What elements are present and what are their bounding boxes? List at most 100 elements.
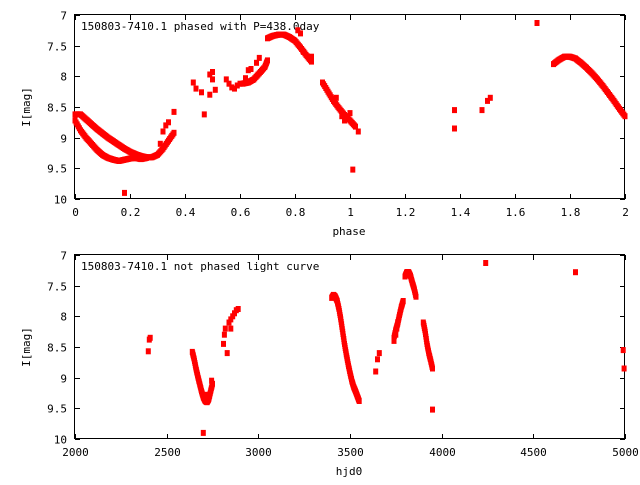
plot-frame-bottom xyxy=(74,254,625,439)
data-points-bottom xyxy=(145,260,627,436)
x-tick-label-top: 1.2 xyxy=(396,206,416,219)
chart-title-bottom: 150803-7410.1 not phased light curve xyxy=(81,260,319,273)
data-point-bottom xyxy=(483,260,489,266)
data-point-bottom xyxy=(413,293,419,300)
data-point-bottom xyxy=(222,325,228,332)
data-point-top xyxy=(298,30,303,37)
data-point-bottom xyxy=(209,377,215,384)
data-point-top xyxy=(342,117,347,124)
y-tick-label-bottom: 8.5 xyxy=(47,342,67,355)
data-point-top xyxy=(353,123,358,130)
data-point-top xyxy=(232,85,237,92)
data-point-top xyxy=(452,125,457,132)
data-point-top xyxy=(193,85,199,92)
x-tick-label-bottom: 3000 xyxy=(245,446,272,459)
x-tick-label-top: 1 xyxy=(347,206,354,219)
data-point-top xyxy=(622,113,628,120)
x-tick-label-bottom: 3500 xyxy=(337,446,364,459)
data-point-top xyxy=(350,166,356,173)
data-point-top xyxy=(223,76,229,83)
chart-title-top: 150803-7410.1 phased with P=438.0day xyxy=(81,20,320,33)
data-point-top xyxy=(265,57,270,64)
data-point-bottom xyxy=(393,331,399,338)
x-tick-label-bottom: 2000 xyxy=(62,446,89,459)
data-point-top xyxy=(309,53,314,60)
data-point-top xyxy=(295,27,301,34)
data-point-top xyxy=(207,91,213,98)
data-point-top xyxy=(534,20,540,26)
data-point-top xyxy=(160,128,166,135)
data-point-top xyxy=(226,80,232,87)
data-point-bottom xyxy=(224,350,230,357)
axis-ticks-bottom: 2000 2500 3000 3500 4000 4500 5000 7 7.5 8 8.5 9 9.5… xyxy=(47,250,639,460)
data-point-top xyxy=(237,80,243,87)
y-axis-label-top: I[mag] xyxy=(20,87,33,127)
plot-frame-top xyxy=(74,14,625,199)
y-tick-label-top: 8.5 xyxy=(47,102,67,115)
data-point-bottom xyxy=(573,269,578,276)
x-tick-label-bottom: 4500 xyxy=(520,446,547,459)
data-point-bottom xyxy=(200,429,206,436)
data-point-top xyxy=(210,76,215,83)
data-point-top xyxy=(199,89,204,96)
data-point-top xyxy=(333,94,339,101)
x-tick-label-top: 0.2 xyxy=(121,206,141,219)
data-point-top xyxy=(163,122,169,129)
data-point-top xyxy=(452,107,457,114)
data-point-top xyxy=(212,86,218,93)
data-point-bottom xyxy=(620,347,626,354)
data-point-bottom xyxy=(221,331,227,338)
y-tick-label-bottom: 7.5 xyxy=(47,281,67,294)
y-tick-label-bottom: 7 xyxy=(60,250,67,263)
x-axis-label-bottom: hjd0 xyxy=(336,465,363,478)
y-tick-label-bottom: 8 xyxy=(60,311,67,324)
y-axis-label-bottom: I[mag] xyxy=(20,327,33,367)
data-point-top xyxy=(171,108,177,115)
x-tick-label-top: 1.8 xyxy=(561,206,581,219)
data-point-bottom xyxy=(395,319,401,326)
data-point-top xyxy=(122,189,127,196)
x-tick-label-top: 1.4 xyxy=(451,206,471,219)
data-point-bottom xyxy=(376,350,382,357)
data-point-bottom xyxy=(145,348,151,355)
y-tick-label-top: 9 xyxy=(60,133,67,146)
x-tick-label-top: 0.6 xyxy=(231,206,251,219)
x-axis-label-top: phase xyxy=(332,225,365,238)
data-point-top xyxy=(479,107,485,114)
data-point-bottom xyxy=(235,306,241,312)
data-point-bottom xyxy=(373,368,379,375)
axis-ticks-top: 0 0.2 0.4 0.6 0.8 1 1.2 1.4 1.6 1.8 2 7 7.5 8 8.5 9 9.5 1… xyxy=(47,10,629,220)
unphased-light-curve-panel: 150803-7410.1 not phased light curve hjd… xyxy=(20,250,639,479)
y-tick-label-top: 8 xyxy=(60,71,67,84)
data-point-top xyxy=(210,69,215,75)
x-tick-label-top: 2 xyxy=(622,206,629,219)
y-tick-label-top: 7 xyxy=(60,10,67,23)
data-point-top xyxy=(243,75,248,82)
data-point-bottom xyxy=(621,365,627,372)
y-tick-label-top: 9.5 xyxy=(47,163,67,176)
x-tick-label-bottom: 4000 xyxy=(429,446,456,459)
data-point-top xyxy=(201,111,207,118)
y-tick-label-bottom: 9 xyxy=(60,373,67,386)
data-point-top xyxy=(485,97,490,104)
data-point-top xyxy=(487,94,493,101)
data-point-bottom xyxy=(430,406,435,413)
data-point-top xyxy=(339,113,345,120)
data-point-top xyxy=(171,129,177,136)
data-point-bottom xyxy=(206,393,212,400)
x-tick-label-top: 1.6 xyxy=(506,206,526,219)
data-point-top xyxy=(157,140,163,147)
data-point-top xyxy=(190,79,196,86)
data-point-bottom xyxy=(391,337,397,344)
data-point-top xyxy=(144,154,149,161)
y-tick-label-top: 7.5 xyxy=(47,41,67,54)
data-point-top xyxy=(347,110,353,117)
data-point-top xyxy=(309,58,314,65)
x-tick-label-top: 0.4 xyxy=(176,206,196,219)
data-point-bottom xyxy=(228,325,234,332)
data-point-bottom xyxy=(430,365,435,372)
x-tick-label-top: 0.8 xyxy=(286,206,306,219)
data-points-top xyxy=(72,20,628,196)
